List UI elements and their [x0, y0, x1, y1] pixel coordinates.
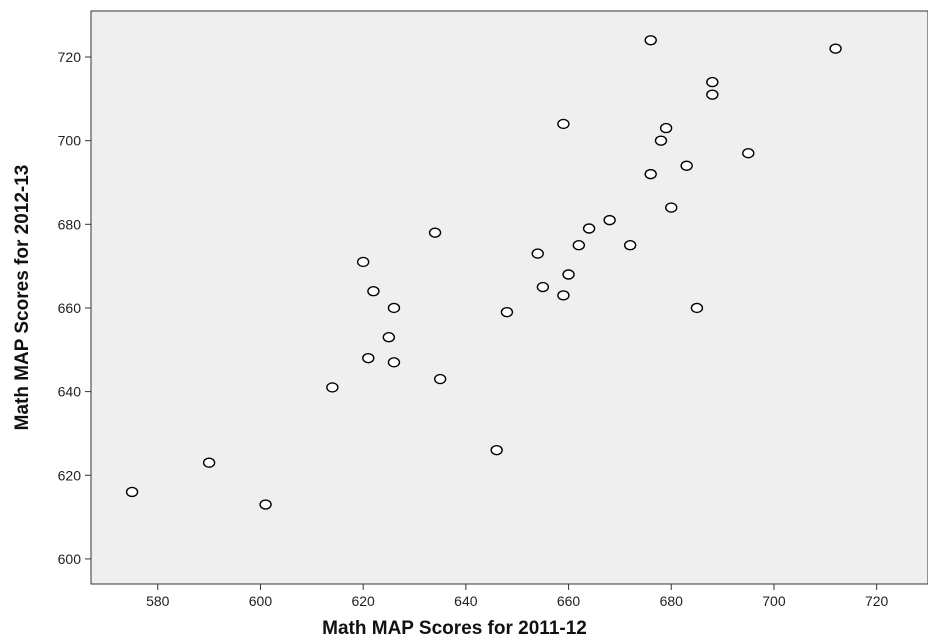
y-tick-label: 660 — [58, 300, 82, 316]
x-axis: 580 600 620 640 660 680 700 720 — [146, 584, 889, 609]
data-points — [125, 35, 842, 510]
data-point — [829, 43, 842, 54]
data-point — [259, 499, 272, 510]
y-tick-label: 640 — [58, 384, 82, 400]
data-point — [125, 486, 139, 498]
data-point — [382, 332, 396, 343]
plot-area — [90, 10, 928, 585]
data-point — [665, 202, 678, 213]
data-point — [387, 357, 401, 368]
data-point — [387, 302, 401, 314]
data-point — [557, 290, 570, 301]
data-point — [362, 352, 375, 364]
data-point — [706, 76, 719, 88]
data-point — [531, 248, 544, 259]
data-point — [326, 382, 339, 393]
y-axis: 600 620 640 660 680 700 720 — [58, 49, 91, 567]
x-tick-label: 660 — [557, 593, 581, 609]
x-tick-label: 700 — [762, 593, 786, 609]
data-point — [557, 118, 570, 130]
data-point — [367, 286, 380, 297]
data-point — [202, 457, 216, 468]
data-point — [356, 256, 370, 268]
y-axis-title: Math MAP Scores for 2012-13 — [12, 165, 33, 431]
x-tick-label: 640 — [454, 593, 478, 609]
x-tick-label: 580 — [146, 593, 170, 609]
data-point — [490, 444, 503, 456]
y-tick-label: 700 — [58, 133, 82, 149]
x-tick-label: 600 — [249, 593, 273, 609]
x-tick-label: 720 — [865, 593, 889, 609]
data-point — [500, 306, 514, 318]
data-point — [433, 373, 447, 385]
y-tick-label: 620 — [58, 467, 82, 483]
y-tick-label: 600 — [58, 551, 82, 567]
data-point — [690, 302, 704, 314]
data-point — [706, 89, 719, 100]
data-point — [654, 135, 668, 146]
data-point — [644, 35, 657, 46]
data-point — [644, 168, 657, 180]
data-point — [659, 122, 673, 134]
y-tick-label: 680 — [58, 216, 82, 232]
x-tick-label: 680 — [660, 593, 684, 609]
y-tick-label: 720 — [58, 49, 82, 65]
data-point — [536, 281, 550, 293]
x-tick-label: 620 — [351, 593, 375, 609]
data-point — [603, 214, 616, 226]
data-point — [680, 160, 693, 171]
data-point — [742, 148, 755, 159]
data-point — [562, 269, 575, 280]
data-point — [428, 227, 442, 238]
x-axis-title: Math MAP Scores for 2011-12 — [322, 618, 587, 639]
data-point — [572, 240, 586, 251]
data-point — [623, 240, 637, 251]
data-point — [582, 223, 596, 234]
